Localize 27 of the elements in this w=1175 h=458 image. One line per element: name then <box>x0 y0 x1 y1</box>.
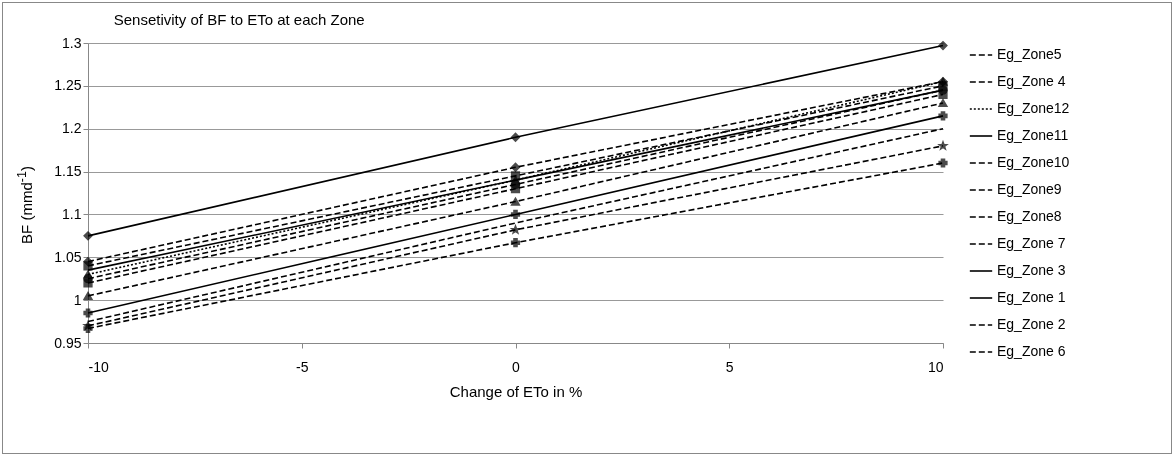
y-tick-label: 1.3 <box>62 34 82 51</box>
y-tick-label: 1.1 <box>62 205 82 222</box>
x-tick-label: 0 <box>512 358 521 375</box>
y-tick-label: 1 <box>73 291 82 308</box>
x-tick-label: -10 <box>88 358 109 375</box>
y-tick-label: 0.95 <box>54 334 82 351</box>
legend-label: Eg_Zone 7 <box>997 235 1066 251</box>
legend-label: Eg_Zone 6 <box>997 343 1066 359</box>
x-tick-label: 5 <box>725 358 734 375</box>
y-tick-label: 1.25 <box>54 77 82 94</box>
x-axis-title: Change of ETo in % <box>449 382 583 400</box>
legend-label: Eg_Zone 4 <box>997 73 1066 89</box>
legend-label: Eg_Zone 2 <box>997 316 1066 332</box>
x-tick-label: -5 <box>296 358 309 375</box>
y-tick-label: 1.15 <box>54 163 82 180</box>
legend-label: Eg_Zone 3 <box>997 262 1066 278</box>
legend-label: Eg_Zone8 <box>997 208 1062 224</box>
y-tick-label: 1.2 <box>62 120 82 137</box>
legend-label: Eg_Zone10 <box>997 154 1070 170</box>
x-tick-label: 10 <box>927 358 944 375</box>
chart-title: Sensetivity of BF to ETo at each Zone <box>113 11 365 28</box>
legend-label: Eg_Zone 1 <box>997 289 1066 305</box>
legend-label: Eg_Zone12 <box>997 100 1070 116</box>
legend-label: Eg_Zone11 <box>997 127 1069 143</box>
legend-label: Eg_Zone9 <box>997 181 1062 197</box>
legend-label: Eg_Zone5 <box>997 46 1062 62</box>
y-tick-label: 1.05 <box>54 248 82 265</box>
